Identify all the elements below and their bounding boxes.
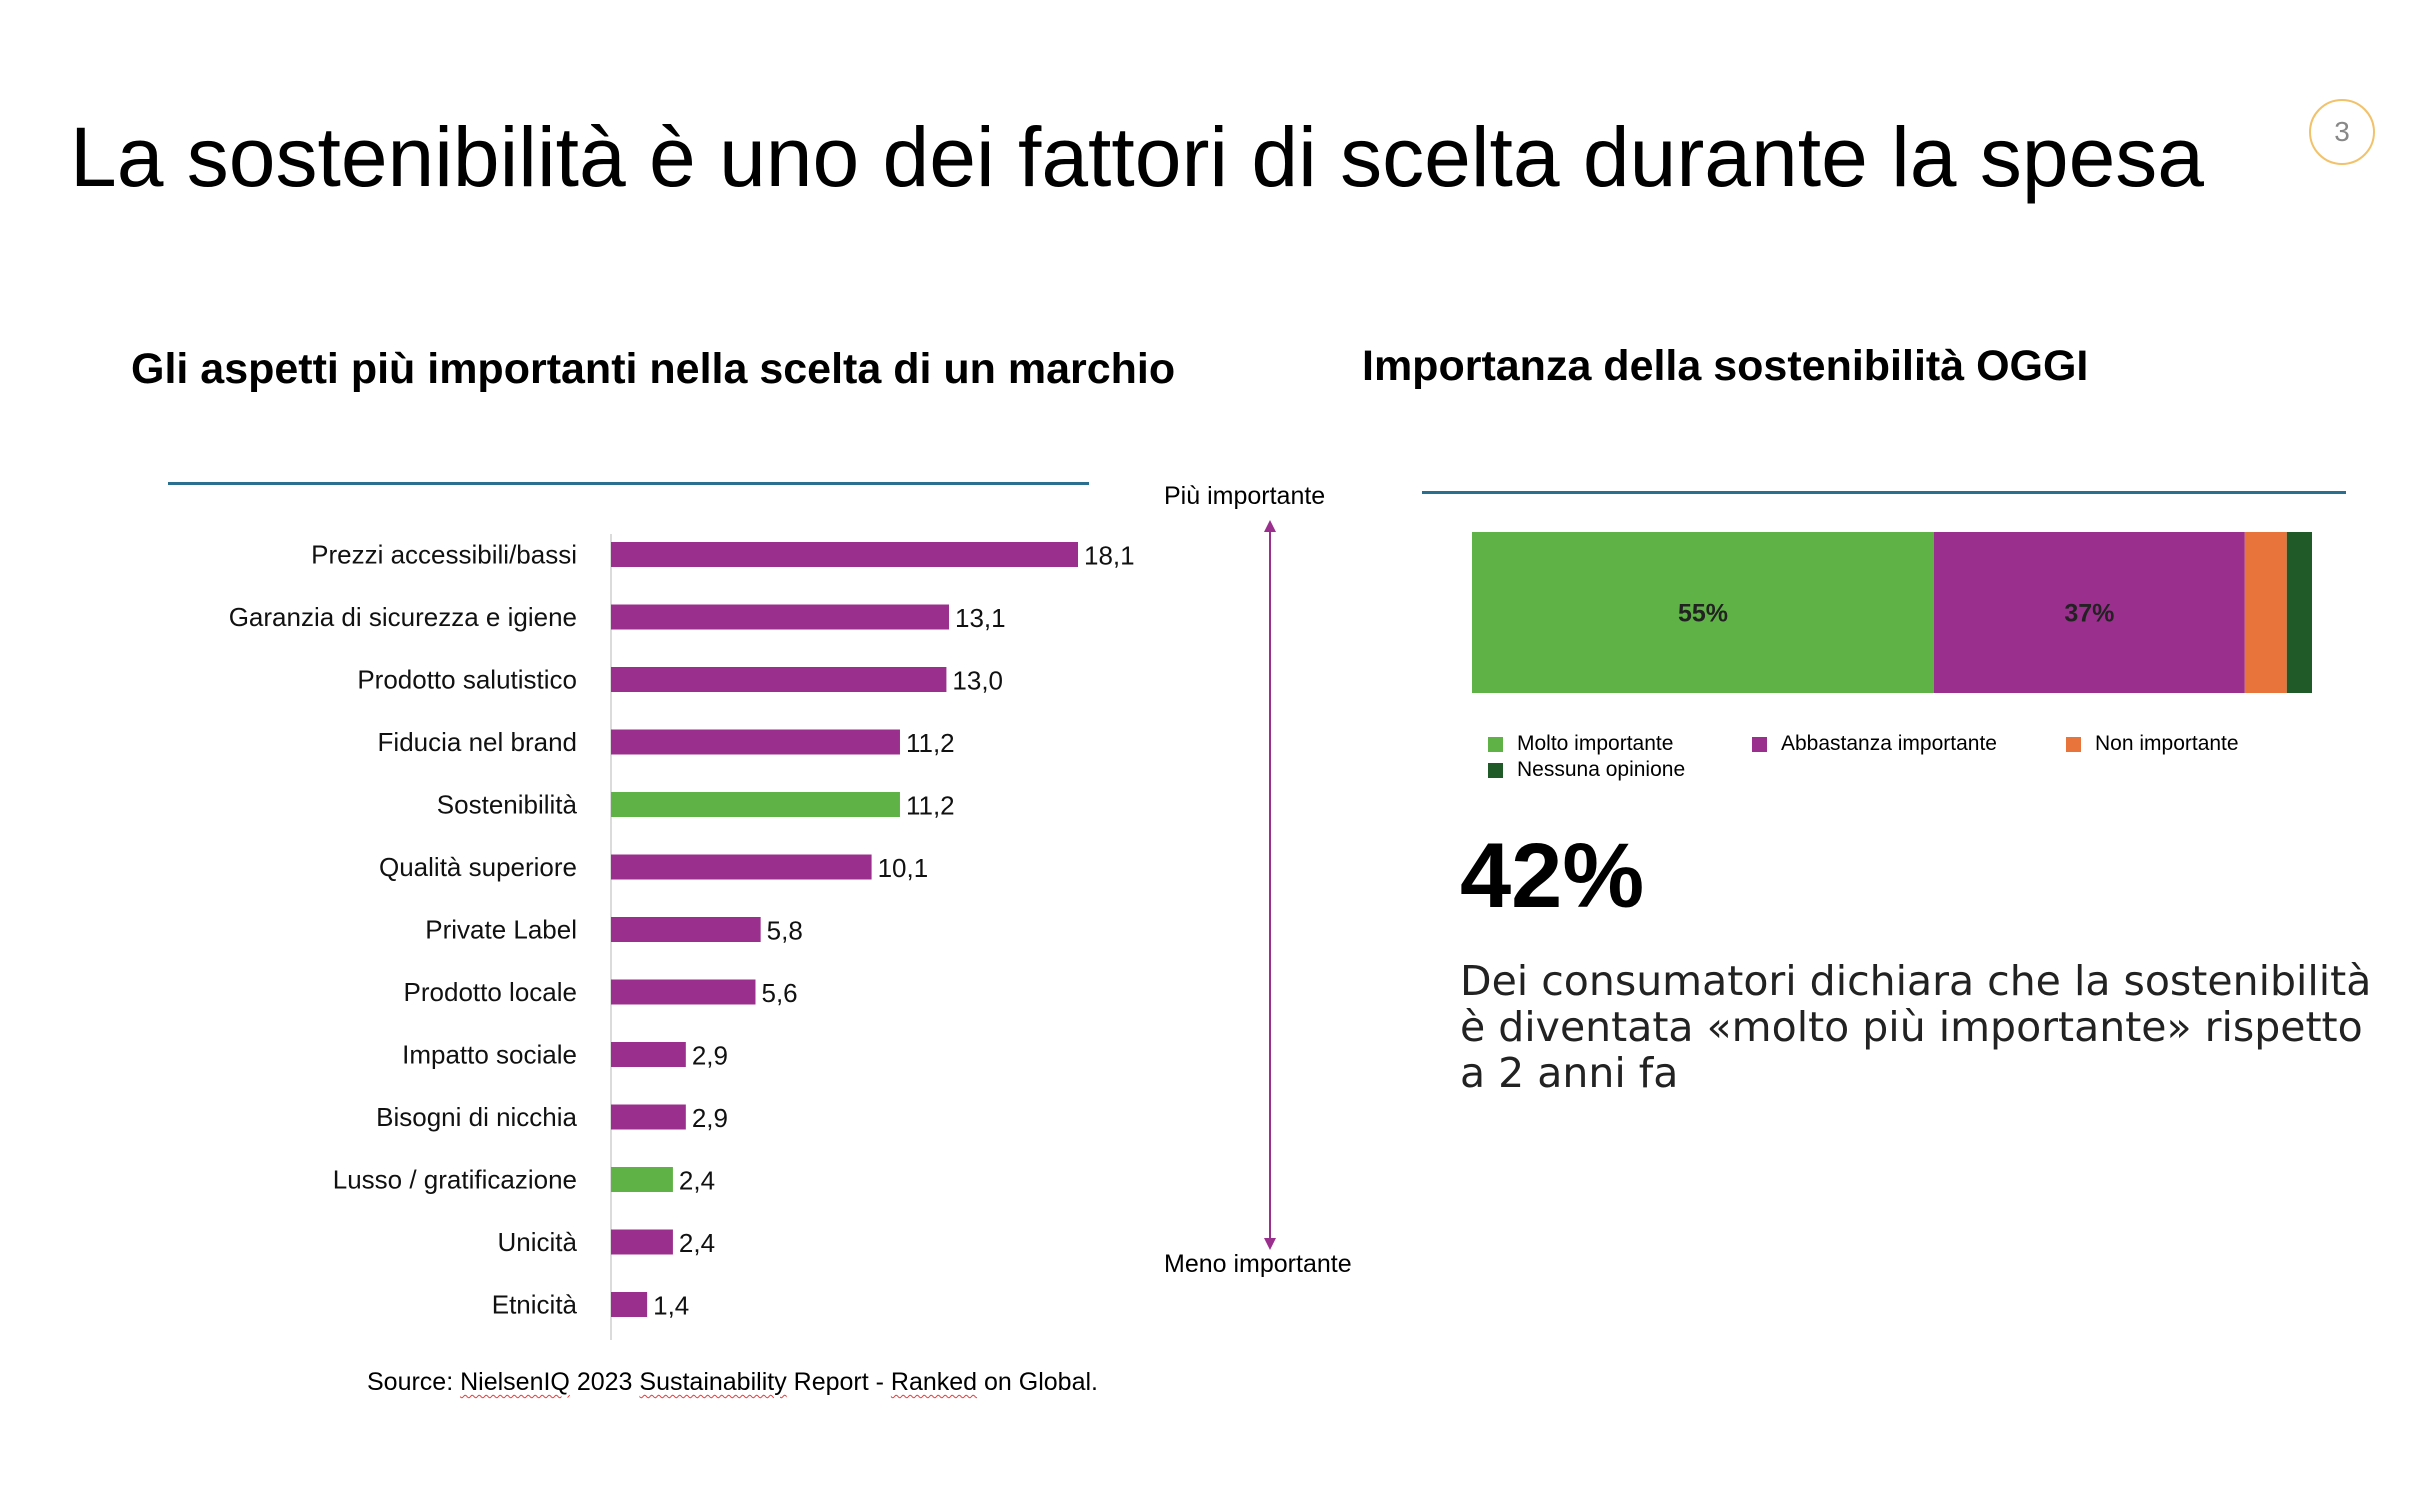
source-part-1: NielsenIQ xyxy=(460,1368,570,1396)
stack-segment xyxy=(1934,532,2245,693)
legend-label: Nessuna opinione xyxy=(1517,758,1686,781)
source-note: Source: NielsenIQ 2023 Sustainability Re… xyxy=(367,1368,1098,1397)
source-part-6: on Global. xyxy=(977,1368,1098,1396)
category-label: Fiducia nel brand xyxy=(378,727,577,757)
value-label: 11,2 xyxy=(906,728,955,758)
legend-item: Non importante xyxy=(2066,732,2239,756)
legend-label: Non importante xyxy=(2095,732,2239,755)
bar xyxy=(611,667,947,692)
bar xyxy=(611,792,900,817)
category-label: Private Label xyxy=(425,915,577,945)
legend-label: Molto importante xyxy=(1517,732,1674,755)
category-label: Etnicità xyxy=(492,1290,578,1320)
value-label: 2,9 xyxy=(692,1103,728,1133)
bar xyxy=(611,1042,686,1067)
segment-label: 37% xyxy=(2064,600,2114,628)
category-label: Garanzia di sicurezza e igiene xyxy=(229,602,577,632)
source-part-5: Ranked xyxy=(890,1368,978,1396)
bar xyxy=(611,1104,686,1130)
slide-title: La sostenibilità è uno dei fattori di sc… xyxy=(70,110,2205,204)
legend-item: Molto importante xyxy=(1488,732,1673,756)
bar xyxy=(611,1292,648,1317)
stacked-chart-title: Importanza della sostenibilità OGGI xyxy=(1362,342,2089,390)
bar xyxy=(611,917,761,942)
bar xyxy=(611,979,756,1005)
bar xyxy=(611,1229,673,1255)
bar-chart: Prezzi accessibili/bassi 18,1 Garanzia di … xyxy=(229,534,1135,1340)
value-label: 2,4 xyxy=(679,1166,715,1196)
category-label: Bisogni di nicchia xyxy=(376,1102,577,1132)
source-part-3: Sustainability xyxy=(639,1368,787,1396)
page-number-badge: 3 xyxy=(2309,99,2375,165)
category-label: Qualità superiore xyxy=(379,852,577,882)
value-label: 5,8 xyxy=(767,916,803,946)
legend-swatch xyxy=(1752,736,1767,752)
legend-swatch xyxy=(2066,736,2081,752)
source-part-4: Report - xyxy=(786,1368,891,1396)
category-label: Sostenibilità xyxy=(437,790,578,820)
value-label: 13,1 xyxy=(955,603,1006,633)
legend-swatch xyxy=(1488,736,1503,752)
category-label: Prodotto salutistico xyxy=(357,665,577,695)
big-stat: 42% xyxy=(1460,825,1645,927)
value-label: 10,1 xyxy=(878,853,929,883)
stack-segment xyxy=(2244,532,2287,693)
legend-label: Abbastanza importante xyxy=(1781,732,1997,755)
stack-segment xyxy=(2286,532,2312,693)
value-label: 5,6 xyxy=(761,978,797,1008)
source-part-2: 2023 xyxy=(569,1368,640,1396)
segment-label: 55% xyxy=(1678,600,1728,628)
bar xyxy=(611,729,900,755)
bar xyxy=(611,604,949,630)
legend-item: Nessuna opinione xyxy=(1488,758,1685,782)
value-label: 2,9 xyxy=(692,1041,728,1071)
stat-description: Dei consumatori dichiara che la sostenib… xyxy=(1460,957,2372,1097)
category-label: Prodotto locale xyxy=(404,977,577,1007)
value-label: 2,4 xyxy=(679,1228,715,1258)
source-prefix: Source: xyxy=(367,1368,461,1396)
left-divider xyxy=(168,482,1089,485)
bar xyxy=(611,1167,673,1192)
stacked-bar-chart: 55% 37% xyxy=(1472,532,2312,693)
value-label: 13,0 xyxy=(952,666,1003,696)
bar-chart-title: Gli aspetti più importanti nella scelta … xyxy=(131,345,1176,393)
legend-item: Abbastanza importante xyxy=(1752,732,1997,756)
legend-swatch xyxy=(1488,762,1503,778)
value-label: 18,1 xyxy=(1084,541,1135,571)
category-label: Prezzi accessibili/bassi xyxy=(311,540,577,570)
stack-segment xyxy=(1472,532,1934,693)
category-label: Unicità xyxy=(498,1227,578,1257)
category-label: Impatto sociale xyxy=(402,1040,577,1070)
value-label: 11,2 xyxy=(906,791,955,821)
right-divider xyxy=(1422,491,2346,494)
bar xyxy=(611,542,1078,567)
less-important-label: Meno importante xyxy=(1164,1250,1352,1278)
importance-arrow xyxy=(1264,520,1276,1250)
value-label: 1,4 xyxy=(653,1291,689,1321)
category-label: Lusso / gratificazione xyxy=(333,1165,577,1195)
bar xyxy=(611,854,872,880)
more-important-label: Più importante xyxy=(1164,482,1326,510)
